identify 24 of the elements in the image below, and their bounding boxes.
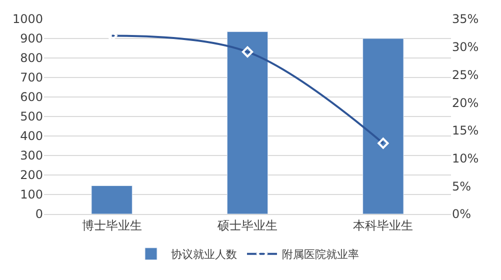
x-tick-label: 本科毕业生	[353, 218, 414, 232]
y-tick-label: 0	[35, 207, 43, 222]
y-tick-label: 100	[20, 188, 43, 202]
y2-tick-label: 25%	[452, 68, 479, 82]
y-tick-label: 300	[20, 148, 43, 163]
y2-tick-label: 0%	[452, 207, 472, 222]
y-tick-label: 500	[20, 110, 43, 124]
y-tick-label: 800	[20, 51, 43, 66]
y2-tick-label: 5%	[452, 179, 472, 194]
x-tick-label: 硕士毕业生	[216, 218, 278, 232]
y-tick-label: 600	[20, 90, 43, 104]
y-tick-label: 900	[20, 32, 43, 46]
y-tick-label: 700	[20, 70, 43, 85]
y-tick-label: 400	[20, 129, 43, 144]
y2-tick-label: 20%	[452, 96, 479, 110]
y-tick-label: 200	[20, 168, 43, 182]
x-tick-label: 博士毕业生	[82, 218, 142, 232]
legend-label: 附属医院就业率	[282, 248, 359, 262]
y2-tick-label: 30%	[452, 40, 479, 54]
y2-tick-label: 10%	[452, 151, 479, 166]
y2-tick-label: 15%	[452, 124, 479, 138]
y-tick-label: 1000	[12, 12, 43, 26]
y2-tick-label: 35%	[452, 12, 479, 26]
legend-label: 协议就业人数	[171, 248, 237, 262]
